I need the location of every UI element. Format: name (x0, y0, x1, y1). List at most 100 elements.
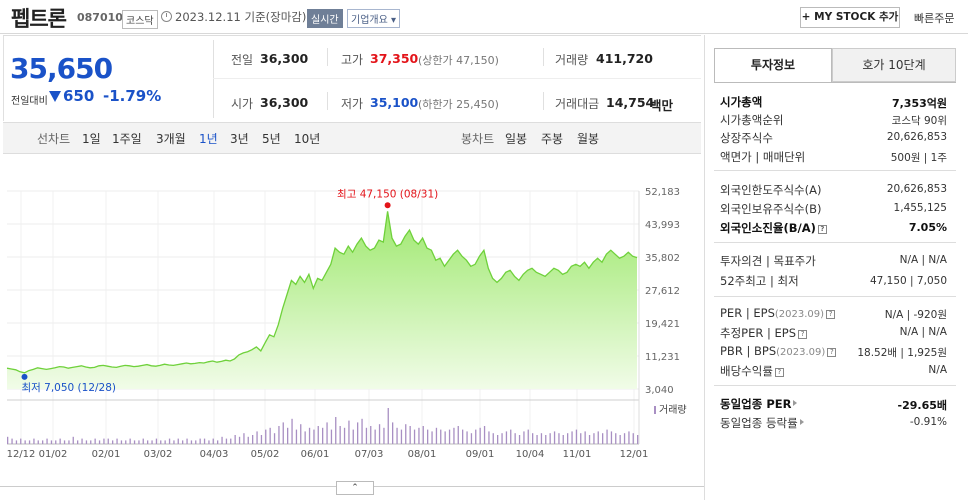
volume-bar (588, 435, 591, 444)
volume-bar (225, 438, 228, 444)
divider (213, 78, 701, 79)
help-icon[interactable]: ? (827, 348, 837, 357)
volume-bar (155, 438, 158, 444)
tab-10year[interactable]: 10년 (294, 132, 321, 146)
help-icon[interactable]: ? (798, 330, 808, 339)
volume-bar (575, 429, 578, 444)
volume-bar (190, 440, 193, 444)
foreign-hold-label: 외국인보유주식수(B) (720, 202, 822, 216)
tab-3month[interactable]: 3개월 (156, 132, 186, 146)
tab-daily-candle[interactable]: 일봉 (505, 132, 528, 146)
volume-bar (317, 426, 319, 444)
tab-1day[interactable]: 1일 (82, 132, 101, 146)
help-icon[interactable]: ? (817, 225, 827, 234)
volume-bar (63, 440, 66, 444)
volume-bar (142, 438, 144, 444)
volume-label: 거래량 (555, 53, 589, 67)
candle-chart-heading: 봉차트 (461, 132, 495, 146)
help-icon[interactable]: ? (826, 310, 836, 319)
volume-bar (203, 438, 206, 444)
volume-bar (7, 436, 9, 444)
volume-bar (343, 427, 346, 444)
divider (714, 242, 956, 243)
volume-value: 411,720 (596, 51, 653, 66)
tab-hoga-10[interactable]: 호가 10단계 (832, 48, 956, 82)
sector-per-label[interactable]: 동일업종 PER (720, 396, 798, 412)
collapse-button[interactable]: ⌃ (336, 481, 374, 495)
divider (3, 35, 4, 121)
volume-bar (623, 433, 626, 444)
volume-bar (168, 438, 171, 444)
volume-bar (584, 431, 586, 444)
quick-order-button[interactable]: 빠른주문 (914, 12, 955, 25)
listed-shares-label: 상장주식수 (720, 131, 773, 145)
y-tick-label: 11,231 (645, 352, 680, 363)
high-label: 최고 47,150 (08/31) (337, 188, 438, 200)
per-eps-label: PER | EPS(2023.09)? (720, 306, 836, 320)
y-tick-label: 35,802 (645, 253, 680, 264)
price-chart[interactable]: 52,183 43,993 35,802 27,612 19,421 11,231 3,04… (3, 160, 701, 466)
help-icon[interactable]: ? (774, 368, 784, 377)
volume-bar (125, 440, 127, 444)
volume-bar (470, 433, 473, 444)
volume-bar (518, 435, 521, 444)
upper-limit: (상한가 47,150) (418, 54, 499, 67)
tab-1year[interactable]: 1년 (199, 132, 218, 146)
tab-1week[interactable]: 1주일 (112, 132, 142, 146)
divider (543, 48, 544, 66)
market-badge: 코스닥 (122, 10, 158, 29)
change-value: 650 (63, 87, 95, 105)
x-tick-label: 12/12 (7, 449, 36, 460)
line-chart-heading: 선차트 (37, 132, 71, 146)
tab-invest-info[interactable]: 투자정보 (714, 48, 832, 82)
arrow-right-icon (799, 419, 804, 425)
volume-bar (72, 436, 74, 444)
divider (3, 35, 701, 36)
volume-bar (308, 427, 311, 444)
tab-5year[interactable]: 5년 (262, 132, 281, 146)
volume-bar (77, 440, 79, 444)
volume-bar (396, 427, 398, 444)
volume-bar (475, 429, 477, 444)
add-mystock-button[interactable]: + MY STOCK 추가 (800, 7, 900, 28)
volume-bar (580, 433, 582, 444)
tab-3year[interactable]: 3년 (230, 132, 249, 146)
volume-bar (243, 433, 245, 444)
volume-bar (593, 433, 595, 444)
company-overview-dropdown[interactable]: 기업개요 ▾ (347, 9, 400, 28)
volume-bar (619, 435, 621, 444)
volume-bar (160, 440, 162, 444)
volume-bar (637, 435, 639, 444)
sector-change-label[interactable]: 동일업종 등락률 (720, 415, 804, 431)
low-value: 35,100 (370, 95, 419, 110)
down-arrow-icon (49, 91, 61, 102)
est-per-value: N/A | N/A (899, 326, 947, 338)
volume-bar (94, 438, 96, 444)
volume-bar (532, 433, 534, 444)
volume-bar (610, 431, 613, 444)
volume-bar (453, 427, 455, 444)
volume-bar (238, 436, 241, 444)
volume-bar (392, 422, 394, 444)
volume-bar (440, 429, 442, 444)
foreign-rate-label: 외국인소진율(B/A)? (720, 220, 827, 236)
prev-value: 36,300 (260, 51, 309, 66)
volume-bar (387, 408, 389, 444)
volume-bar (448, 429, 451, 444)
amount-value: 14,754 (606, 95, 655, 110)
stock-code: 087010 (77, 11, 123, 24)
y-tick-label: 52,183 (645, 187, 680, 198)
divider (714, 385, 956, 386)
realtime-button[interactable]: 실시간 (307, 9, 343, 28)
sector-change-value: -0.91% (909, 416, 947, 428)
volume-bar (50, 440, 53, 444)
foreign-limit-value: 20,626,853 (886, 183, 947, 195)
volume-bar (138, 440, 140, 444)
volume-bar (435, 427, 438, 444)
volume-bar (24, 440, 26, 444)
tab-monthly-candle[interactable]: 월봉 (577, 132, 600, 146)
tab-weekly-candle[interactable]: 주봉 (541, 132, 564, 146)
volume-bar (295, 429, 298, 444)
volume-bar (330, 429, 333, 444)
lower-limit: (하한가 25,450) (418, 98, 499, 111)
